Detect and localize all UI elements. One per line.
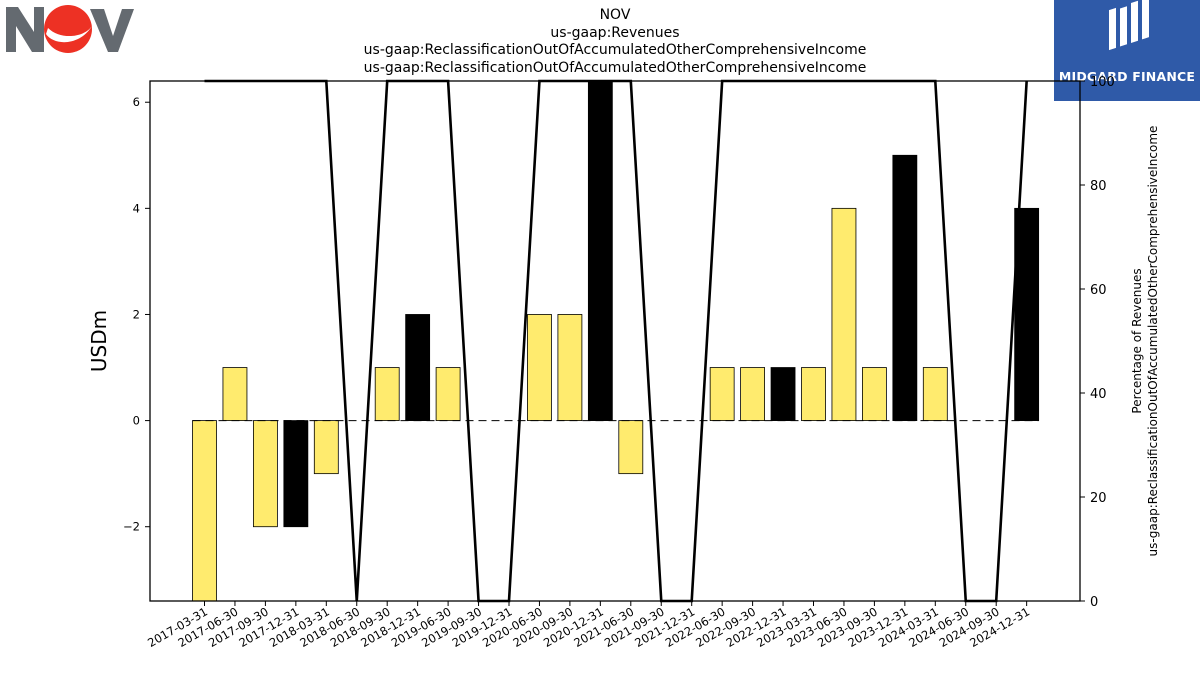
bar-2022-06-30	[709, 367, 735, 421]
y2-tick-label: 60	[1090, 283, 1107, 298]
y2-tick-label: 80	[1090, 179, 1107, 194]
bar-2022-12-31	[770, 367, 796, 421]
bar-2023-12-31	[892, 154, 918, 421]
y-tick-label: 6	[133, 95, 140, 109]
chart-title: NOV	[599, 7, 631, 23]
bar-2024-03-31	[922, 367, 948, 421]
bar-2017-12-31	[283, 420, 309, 528]
y-tick-label: 4	[133, 201, 140, 215]
bar-2017-03-31	[192, 420, 217, 602]
y2-tick-label: 20	[1090, 491, 1107, 506]
brand-name: MIDGARD FINANCE	[1058, 69, 1196, 84]
chart-subtitle-2: us-gaap:ReclassificationOutOfAccumulated…	[363, 42, 867, 59]
chart-subtitle-3: us-gaap:ReclassificationOutOfAccumulated…	[363, 59, 867, 76]
chart-title-block: NOV us-gaap:Revenues us-gaap:Reclassific…	[150, 7, 1080, 77]
bar-2017-09-30	[252, 420, 278, 528]
midgard-emblem-icon	[1109, 0, 1149, 51]
bar-2023-09-30	[862, 367, 887, 421]
y2-tick-label: 40	[1090, 387, 1107, 402]
bar-2019-06-30	[435, 367, 461, 421]
bar-2023-03-31	[801, 367, 826, 421]
bar-2023-06-30	[831, 207, 857, 421]
y2-axis-label-line2: us-gaap:ReclassificationOutOfAccumulated…	[1146, 126, 1160, 557]
nov-logo	[4, 4, 136, 60]
bar-2018-09-30	[374, 367, 400, 421]
bar-2020-12-31	[587, 80, 613, 421]
y-tick-label: 2	[133, 307, 140, 321]
y2-axis-label-line1: Percentage of Revenues	[1130, 268, 1144, 413]
bar-2018-03-31	[313, 420, 339, 475]
y-tick-label: 0	[133, 414, 140, 428]
bar-2020-09-30	[557, 314, 583, 421]
y2-tick-label: 0	[1090, 595, 1098, 610]
bar-2024-12-31	[1014, 207, 1040, 421]
bar-2021-06-30	[618, 420, 644, 475]
plot-frame	[149, 80, 1081, 602]
y2-tick-label: 100	[1090, 75, 1115, 90]
y-tick-label: −2	[123, 520, 140, 534]
chart-subtitle-1: us-gaap:Revenues	[550, 24, 680, 41]
bar-2018-12-31	[405, 314, 431, 421]
midgard-finance-logo: MIDGARD FINANCE	[1054, 0, 1200, 101]
y-axis-label: USDm	[87, 310, 111, 372]
bar-2020-06-30	[527, 314, 552, 421]
bar-2017-06-30	[222, 367, 248, 421]
bar-2022-09-30	[740, 367, 765, 421]
